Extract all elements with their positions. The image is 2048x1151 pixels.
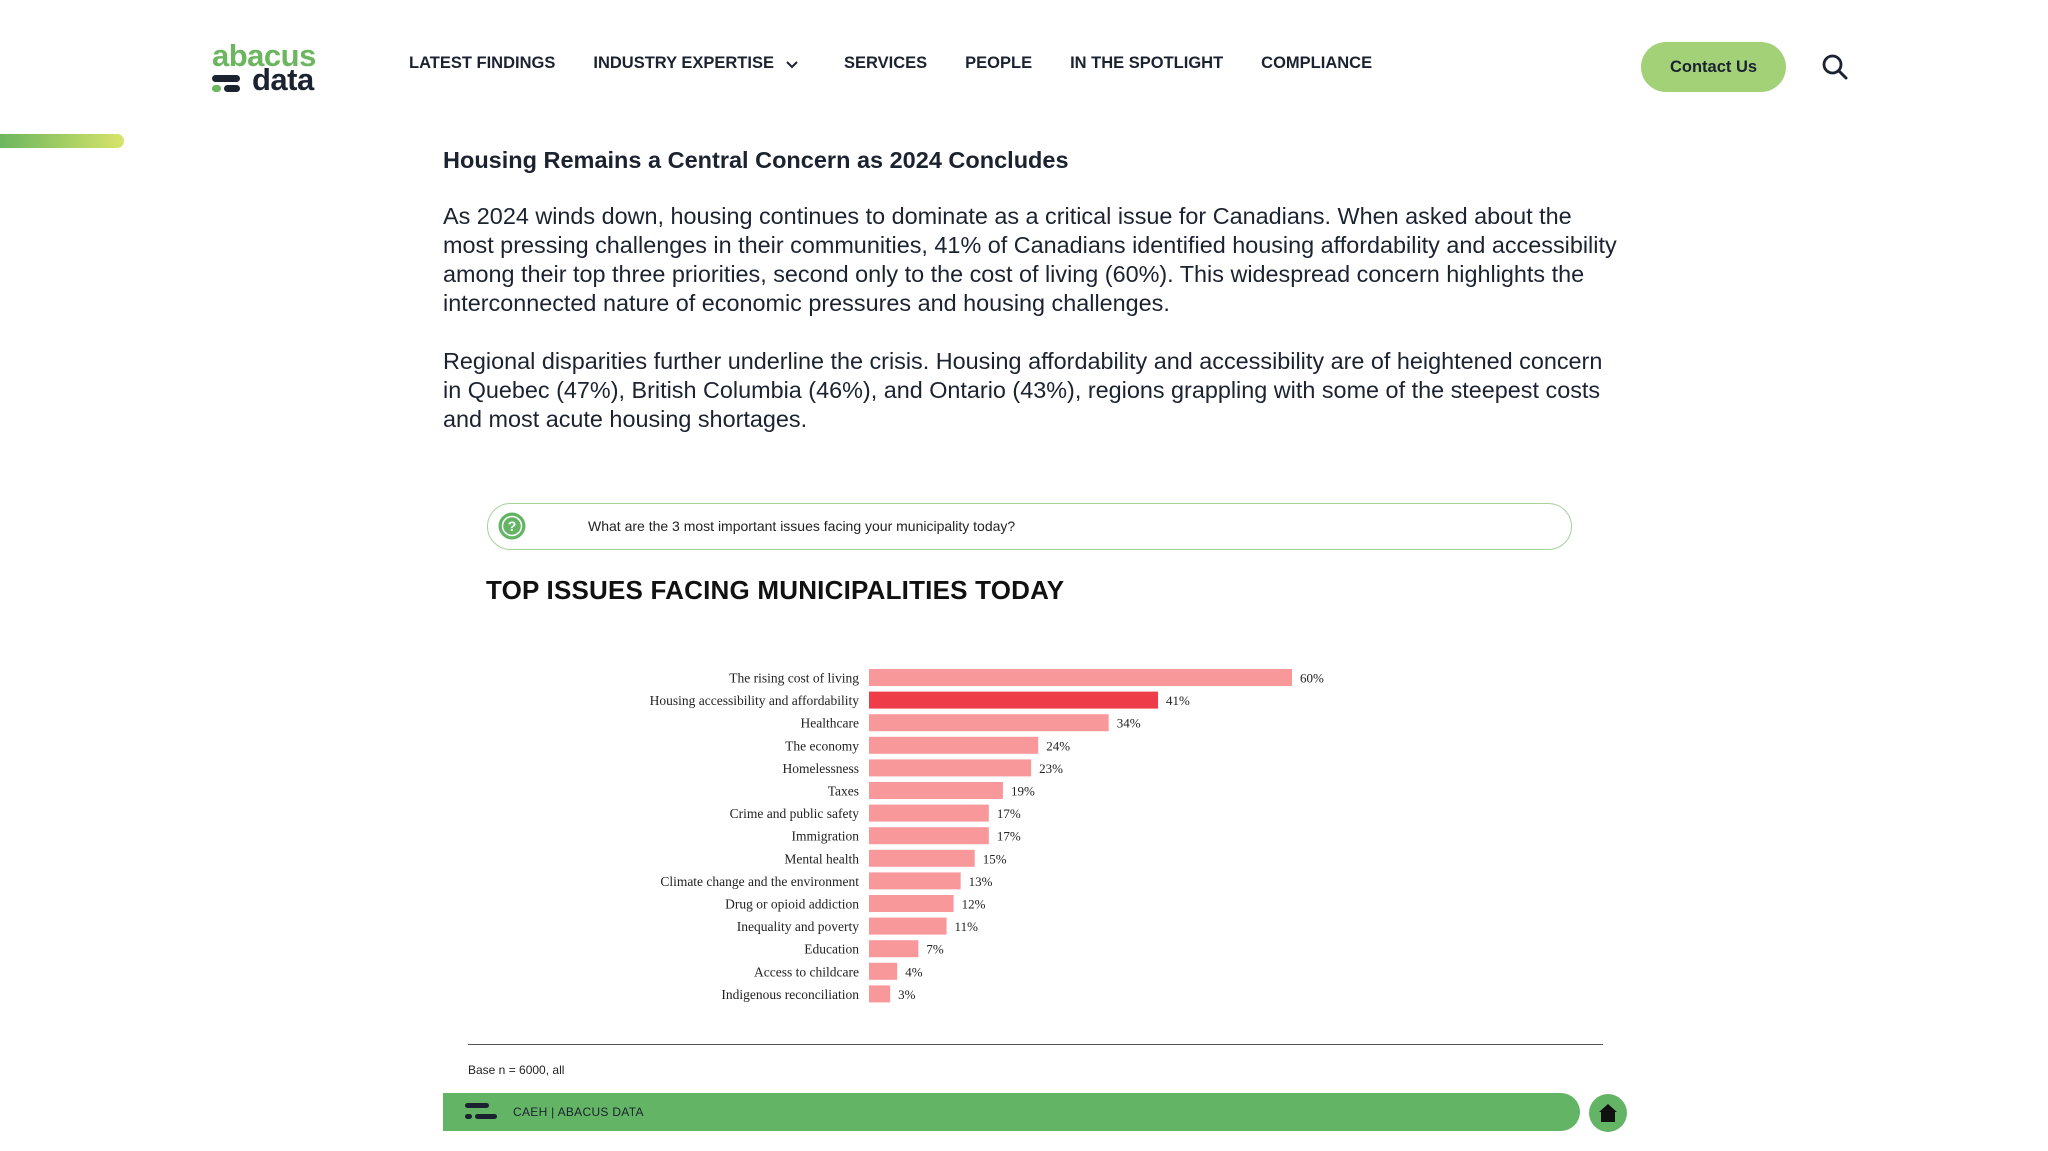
site-header: abacus data LATEST FINDINGS INDUSTRY EXP…: [0, 0, 2048, 130]
footer-credit: CAEH | ABACUS DATA: [513, 1105, 644, 1119]
chevron-down-icon: [786, 60, 798, 68]
bar: [869, 782, 1003, 799]
question-mark-icon: ?: [498, 512, 526, 540]
category-label: Drug or opioid addiction: [725, 897, 859, 912]
bar: [869, 917, 947, 935]
value-label: 17%: [997, 806, 1021, 821]
category-label: Crime and public safety: [730, 806, 860, 821]
nav-industry-expertise[interactable]: INDUSTRY EXPERTISE: [593, 54, 800, 73]
nav-label: PEOPLE: [965, 54, 1033, 72]
value-label: 41%: [1166, 693, 1190, 708]
value-label: 3%: [898, 987, 916, 1002]
category-label: Homelessness: [783, 761, 860, 776]
nav-label: COMPLIANCE: [1261, 54, 1373, 72]
home-icon: [1599, 1104, 1617, 1122]
category-label: Healthcare: [801, 716, 859, 731]
value-label: 60%: [1300, 671, 1324, 686]
bar: [869, 827, 989, 845]
abacus-mark-icon: [465, 1103, 497, 1119]
category-label: The rising cost of living: [729, 671, 859, 686]
logo-text-top: abacus: [212, 38, 316, 73]
value-label: 11%: [955, 919, 979, 934]
nav-people[interactable]: PEOPLE: [965, 54, 1032, 73]
category-label: Mental health: [784, 851, 859, 866]
nav-compliance[interactable]: COMPLIANCE: [1261, 54, 1372, 73]
bar: [869, 895, 954, 912]
bar: [869, 759, 1032, 777]
infographic-title: TOP ISSUES FACING MUNICIPALITIES TODAY: [486, 575, 1065, 605]
bar: [869, 849, 975, 867]
category-label: Housing accessibility and affordability: [650, 693, 860, 708]
category-label: Education: [804, 942, 859, 957]
value-label: 17%: [997, 829, 1021, 844]
article-body: Housing Remains a Central Concern as 202…: [443, 144, 1623, 434]
nav-label: LATEST FINDINGS: [409, 54, 556, 72]
category-label: The economy: [785, 738, 859, 753]
home-button[interactable]: [1589, 1094, 1627, 1132]
category-label: Climate change and the environment: [660, 874, 859, 889]
bar: [869, 714, 1109, 732]
value-label: 24%: [1046, 738, 1070, 753]
svg-text:?: ?: [508, 518, 517, 534]
gradient-accent-bar: [0, 134, 124, 148]
category-label: Immigration: [792, 829, 860, 844]
infographic-image: ? What are the 3 most important issues f…: [443, 497, 1633, 1137]
nav-services[interactable]: SERVICES: [844, 54, 927, 73]
infographic-footer-band: CAEH | ABACUS DATA: [443, 1093, 1580, 1131]
chart-divider: [468, 1044, 1603, 1045]
value-label: 12%: [962, 897, 986, 912]
nav-label: SERVICES: [843, 54, 928, 72]
nav-in-the-spotlight[interactable]: IN THE SPOTLIGHT: [1070, 54, 1223, 73]
value-label: 19%: [1011, 784, 1035, 799]
value-label: 4%: [905, 964, 923, 979]
bar: [869, 985, 891, 1003]
value-label: 13%: [969, 874, 993, 889]
survey-question-box: ? What are the 3 most important issues f…: [487, 503, 1572, 550]
logo-dash-dark-2: [224, 85, 240, 92]
logo-dot-green: [212, 85, 221, 92]
category-label: Indigenous reconciliation: [721, 987, 859, 1002]
category-label: Taxes: [828, 784, 859, 799]
bar: [869, 669, 1292, 686]
article-paragraph-2: Regional disparities further underline t…: [443, 348, 1603, 432]
top-issues-bar-chart: The rising cost of living 60% Housing acce…: [650, 669, 1324, 1003]
value-label: 23%: [1039, 761, 1063, 776]
logo-text-bottom: data: [252, 62, 314, 97]
nav-label: INDUSTRY EXPERTISE: [593, 54, 774, 72]
base-note: Base n = 6000, all: [468, 1063, 565, 1077]
article-paragraph-1: As 2024 winds down, housing continues to…: [443, 203, 1617, 316]
bar: [869, 804, 989, 822]
survey-question-text: What are the 3 most important issues fac…: [588, 518, 1016, 534]
bar: [869, 736, 1039, 754]
bar: [869, 691, 1159, 709]
bar: [869, 872, 961, 890]
abacus-data-logo[interactable]: abacus data: [212, 38, 324, 96]
category-label: Access to childcare: [754, 964, 859, 979]
value-label: 7%: [926, 942, 944, 957]
value-label: 15%: [983, 851, 1007, 866]
value-label: 34%: [1117, 716, 1141, 731]
article-heading: Housing Remains a Central Concern as 202…: [443, 147, 1069, 173]
nav-label: IN THE SPOTLIGHT: [1070, 54, 1224, 72]
main-nav: LATEST FINDINGS INDUSTRY EXPERTISE SERVI…: [409, 54, 1410, 73]
bar: [869, 962, 898, 980]
logo-dash-dark: [212, 75, 240, 82]
nav-latest-findings[interactable]: LATEST FINDINGS: [409, 54, 555, 73]
contact-us-button[interactable]: Contact Us: [1641, 42, 1786, 92]
bar: [869, 940, 919, 958]
search-icon[interactable]: [1820, 52, 1850, 82]
category-label: Inequality and poverty: [737, 919, 859, 934]
